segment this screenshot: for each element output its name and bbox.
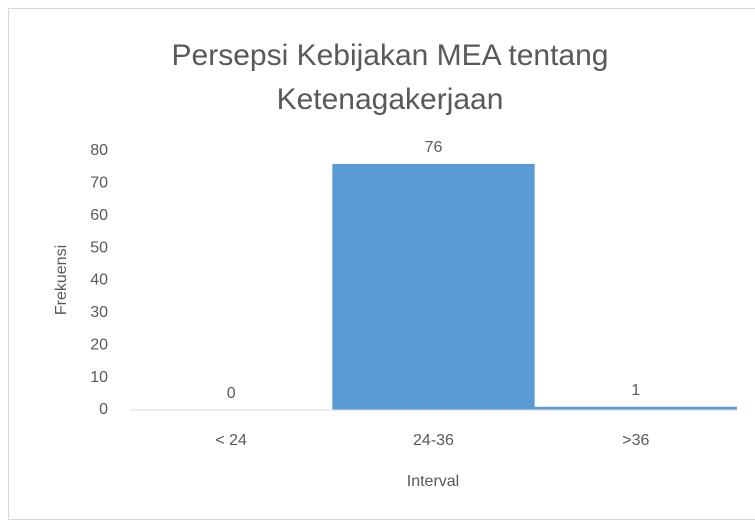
x-axis-label: Interval [407, 473, 459, 490]
chart-border [8, 8, 755, 520]
x-tick-label: >36 [622, 432, 649, 449]
data-label: 0 [227, 385, 236, 402]
x-tick-label: < 24 [215, 432, 247, 449]
data-label: 76 [425, 139, 443, 156]
y-tick-label: 50 [90, 239, 108, 256]
bar [332, 163, 535, 410]
x-tick-label: 24-36 [413, 432, 454, 449]
y-tick-label: 70 [90, 175, 108, 192]
y-tick-label: 10 [90, 369, 108, 386]
data-label: 1 [631, 382, 640, 399]
y-tick-label: 0 [99, 401, 108, 418]
y-axis-label: Frekuensi [53, 245, 70, 315]
y-tick-label: 30 [90, 304, 108, 321]
y-tick-label: 20 [90, 336, 108, 353]
y-tick-label: 40 [90, 272, 108, 289]
chart-title: Persepsi Kebijakan MEA tentang Ketenagak… [171, 39, 609, 116]
bar [534, 406, 737, 410]
y-tick-label: 60 [90, 207, 108, 224]
y-tick-label: 80 [90, 142, 108, 159]
